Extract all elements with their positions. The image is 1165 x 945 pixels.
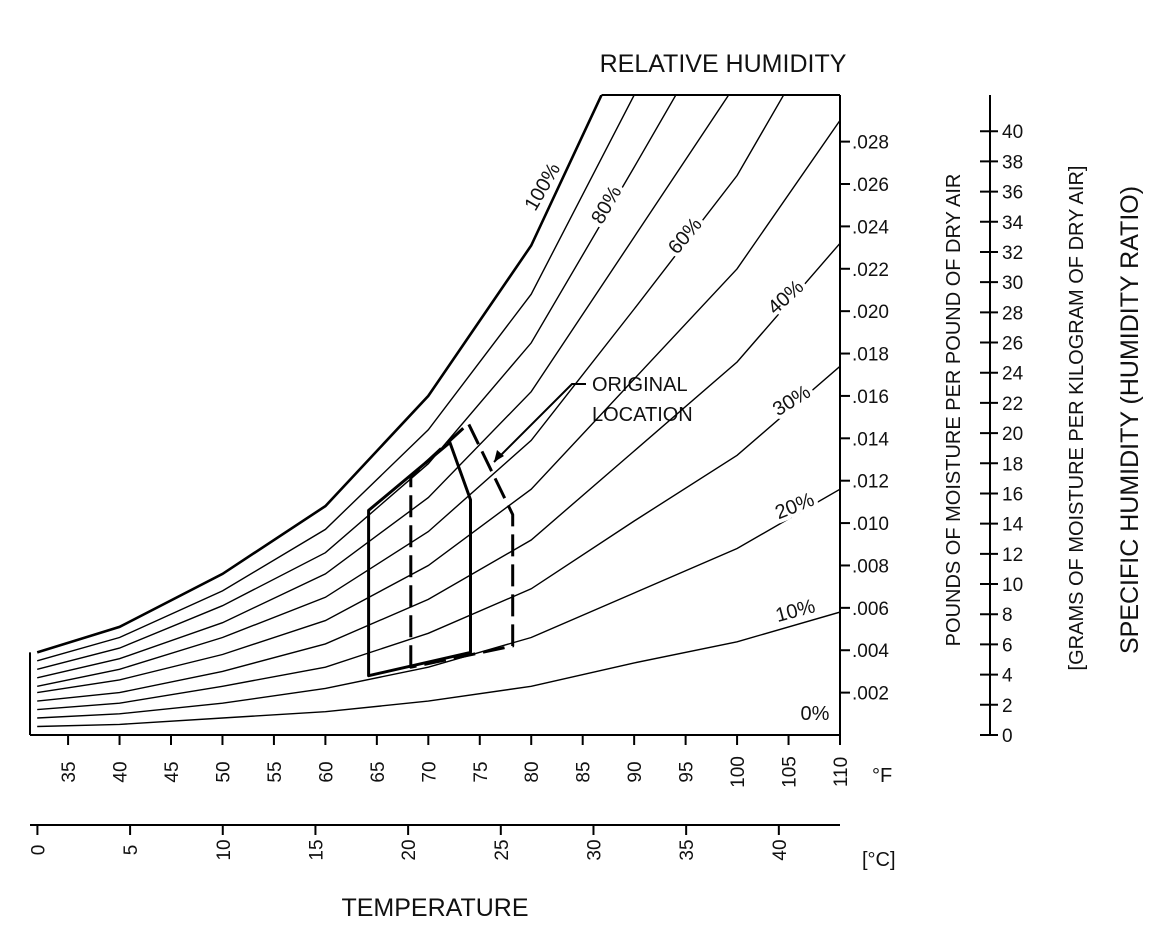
- x-axis-title: TEMPERATURE: [341, 894, 528, 922]
- x2-tick-label: 25: [492, 839, 513, 860]
- chart-title: RELATIVE HUMIDITY: [600, 50, 847, 78]
- rh-curve: [36, 95, 603, 654]
- series-label: 40%: [764, 276, 809, 319]
- y-tick-label: .010: [852, 514, 889, 535]
- rh-curve: [37, 95, 635, 662]
- y-tick-label: .002: [852, 684, 889, 705]
- series-label: 30%: [769, 381, 815, 421]
- comfort-zone: [409, 422, 515, 669]
- rh-curve: [37, 242, 840, 702]
- x-tick-label: 100: [728, 756, 749, 788]
- y-axis-title: POUNDS OF MOISTURE PER POUND OF DRY AIR: [943, 174, 965, 647]
- x-unit: °F: [872, 765, 892, 787]
- y2-tick-label: 0: [1002, 726, 1013, 747]
- y2-tick-label: 2: [1002, 696, 1013, 717]
- plot-area: [36, 95, 840, 735]
- y2-axis-title: [GRAMS OF MOISTURE PER KILOGRAM OF DRY A…: [1066, 166, 1088, 671]
- x-tick-label: 45: [162, 761, 183, 782]
- y-tick-label: .020: [852, 302, 889, 323]
- rh-curve: [37, 95, 677, 670]
- x-tick-label: 85: [574, 761, 595, 782]
- series-label: 60%: [664, 214, 707, 259]
- y2-tick-label: 26: [1002, 334, 1023, 355]
- y2-tick-label: 34: [1002, 213, 1024, 234]
- series-label: 80%: [587, 182, 626, 228]
- x2-tick-label: 30: [584, 839, 605, 860]
- x2-tick-label: 0: [28, 845, 49, 856]
- y2-tick-label: 36: [1002, 183, 1023, 204]
- y-tick-label: .022: [852, 260, 889, 281]
- x-tick-label: 75: [471, 761, 492, 782]
- y2-tick-label: 20: [1002, 424, 1023, 445]
- y2-tick-label: 28: [1002, 303, 1023, 324]
- y-tick-label: .004: [852, 641, 889, 662]
- x2-tick-label: 15: [306, 839, 327, 860]
- x-tick-label: 40: [111, 761, 132, 782]
- y2-tick-label: 32: [1002, 243, 1023, 264]
- series-label: 0%: [801, 703, 830, 725]
- y-tick-label: .024: [852, 217, 889, 238]
- y2-tick-label: 18: [1002, 454, 1023, 475]
- annotation-leader: [493, 383, 586, 463]
- x2-tick-label: 35: [677, 839, 698, 860]
- x-tick-label: 95: [677, 761, 698, 782]
- x-tick-label: 105: [780, 756, 801, 788]
- y2-tick-label: 40: [1002, 122, 1023, 143]
- x2-tick-label: 40: [770, 839, 791, 860]
- y-tick-label: .014: [852, 429, 889, 450]
- rh-curve: [37, 365, 840, 711]
- y2-tick-label: 38: [1002, 152, 1023, 173]
- y2-tick-label: 8: [1002, 605, 1013, 626]
- annotation: LOCATION: [592, 404, 693, 426]
- y2-tick-label: 16: [1002, 484, 1023, 505]
- comfort-zone: [367, 441, 472, 678]
- y-tick-label: .016: [852, 387, 889, 408]
- annotation: ORIGINAL: [592, 374, 688, 396]
- y2-tick-label: 30: [1002, 273, 1023, 294]
- y2-tick-label: 6: [1002, 635, 1013, 656]
- x-tick-label: 90: [625, 761, 646, 782]
- rh-curve: [37, 488, 840, 719]
- y-tick-label: .008: [852, 556, 889, 577]
- y2-tick-label: 10: [1002, 575, 1023, 596]
- y-tick-label: .012: [852, 472, 889, 493]
- x-tick-label: 55: [265, 761, 286, 782]
- x-tick-label: 110: [831, 757, 852, 787]
- x-tick-label: 80: [522, 761, 543, 782]
- x2-tick-label: 20: [399, 839, 420, 860]
- x-tick-label: 65: [368, 761, 389, 782]
- y-tick-label: .006: [852, 599, 889, 620]
- y2-tick-label: 22: [1002, 394, 1023, 415]
- y2-tick-label: 14: [1002, 515, 1024, 536]
- y-tick-label: .026: [852, 175, 889, 196]
- x2-unit: [°C]: [862, 849, 896, 871]
- y-tick-label: .028: [852, 133, 889, 154]
- y2-title: SPECIFIC HUMIDITY (HUMIDITY RATIO): [1116, 186, 1144, 654]
- rh-curve: [37, 120, 840, 694]
- y-tick-label: .018: [852, 345, 889, 366]
- annotation-arrow: [494, 450, 504, 462]
- rh-curve: [37, 95, 785, 687]
- x-tick-label: 50: [213, 761, 234, 782]
- series-label: 10%: [773, 595, 818, 627]
- y2-tick-label: 12: [1002, 545, 1023, 566]
- y2-tick-label: 4: [1002, 666, 1013, 687]
- y2-tick-label: 24: [1002, 364, 1024, 385]
- rh-curve: [37, 611, 840, 728]
- series-label: 20%: [772, 489, 818, 524]
- x2-tick-label: 10: [214, 839, 235, 860]
- x-tick-label: 70: [419, 761, 440, 782]
- x-tick-label: 35: [59, 761, 80, 782]
- x-tick-label: 60: [316, 761, 337, 782]
- x2-tick-label: 5: [121, 845, 142, 856]
- rh-curve: [37, 95, 730, 679]
